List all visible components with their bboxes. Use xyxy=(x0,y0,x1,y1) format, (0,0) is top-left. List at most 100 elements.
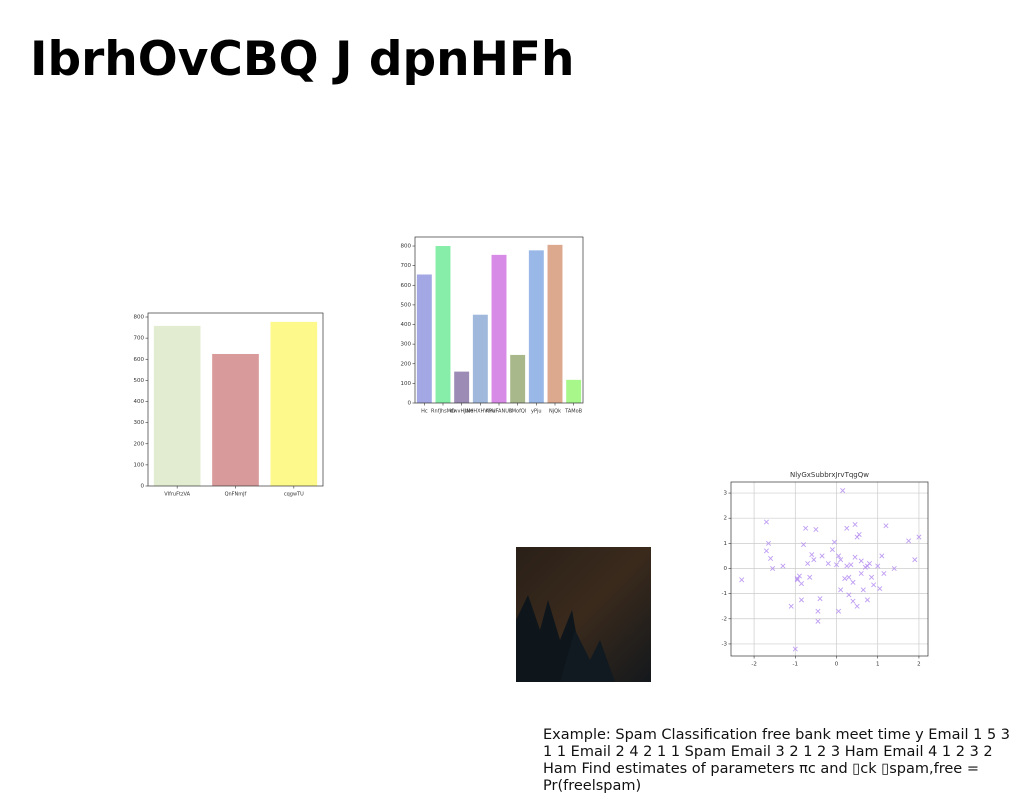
point xyxy=(780,563,786,569)
x-tick-label: NjQk xyxy=(549,409,561,415)
point xyxy=(879,553,885,559)
point xyxy=(813,527,819,533)
x-tick-label: QnFNmJf xyxy=(225,492,247,498)
point xyxy=(815,618,821,624)
x-tick-label: dwvHJaM xyxy=(450,409,473,415)
x-tick-label: KPUFANUR xyxy=(486,409,513,415)
point xyxy=(836,608,842,614)
slide-title: IbrhOvCBQ J dpnHFh xyxy=(30,32,575,87)
bar xyxy=(454,371,470,403)
y-tick-label: 100 xyxy=(134,462,145,468)
y-tick-label: 800 xyxy=(134,315,145,321)
point xyxy=(792,646,798,652)
x-tick-label: 2 xyxy=(917,662,921,668)
y-tick-label: 400 xyxy=(134,399,145,405)
point xyxy=(852,554,858,560)
point xyxy=(805,560,811,566)
y-tick-label: 1 xyxy=(724,541,728,547)
y-tick-label: -3 xyxy=(722,641,728,647)
x-tick-label: 1 xyxy=(876,662,880,668)
bar xyxy=(528,250,544,403)
x-tick-label: -1 xyxy=(793,662,798,668)
bar xyxy=(547,244,563,403)
y-tick-label: 300 xyxy=(401,342,412,348)
bar xyxy=(566,379,582,403)
bar xyxy=(491,254,507,403)
point xyxy=(848,562,854,568)
y-tick-label: 0 xyxy=(724,566,728,572)
plot-frame xyxy=(147,312,324,487)
x-tick-label: RnfJhsMO xyxy=(431,409,455,415)
y-tick-label: 2 xyxy=(724,516,728,522)
x-tick-label: Hc xyxy=(421,409,428,415)
point xyxy=(856,532,862,538)
bar xyxy=(472,314,488,403)
x-tick-label: TAMoB xyxy=(564,409,582,415)
y-tick-label: 800 xyxy=(401,244,412,250)
point xyxy=(798,597,804,603)
point xyxy=(906,538,912,544)
point xyxy=(840,488,846,494)
point xyxy=(846,574,852,580)
point xyxy=(838,587,844,593)
bar xyxy=(212,353,259,486)
point xyxy=(763,519,769,525)
y-tick-label: 0 xyxy=(408,401,412,407)
point xyxy=(891,565,897,572)
point xyxy=(817,596,823,602)
point xyxy=(864,563,870,569)
point xyxy=(807,574,813,580)
x-tick-label: cqgwTU xyxy=(284,492,304,498)
body-text: Example: Spam Classification free bank m… xyxy=(543,727,1011,794)
point xyxy=(871,582,877,588)
x-tick-label: VIfruFtzVA xyxy=(164,492,190,498)
y-tick-label: -2 xyxy=(722,616,727,622)
point xyxy=(831,539,837,545)
point xyxy=(854,603,860,609)
y-tick-label: 100 xyxy=(401,381,412,387)
point xyxy=(844,563,850,569)
y-tick-label: 500 xyxy=(134,378,145,384)
y-tick-label: 300 xyxy=(134,420,145,426)
point xyxy=(794,577,800,583)
point xyxy=(815,608,821,614)
point xyxy=(838,557,844,563)
point xyxy=(825,560,831,566)
y-tick-label: 200 xyxy=(134,441,145,447)
point xyxy=(801,542,807,548)
plot-frame xyxy=(730,481,929,657)
x-tick-label: 0 xyxy=(835,662,839,668)
point xyxy=(860,587,866,593)
bar xyxy=(435,246,451,403)
point xyxy=(844,525,850,531)
point xyxy=(912,557,918,563)
y-tick-label: 600 xyxy=(134,357,145,363)
bar xyxy=(153,325,201,486)
point xyxy=(796,573,802,579)
point xyxy=(739,577,745,583)
point xyxy=(846,592,852,598)
point xyxy=(875,563,881,569)
plot-frame xyxy=(414,236,584,404)
point xyxy=(852,521,858,528)
x-tick-label: lNeHXHVmx xyxy=(465,409,495,415)
point xyxy=(883,523,889,529)
x-tick-label: -2 xyxy=(751,662,756,668)
point xyxy=(763,548,769,554)
y-tick-label: 3 xyxy=(724,491,728,497)
point xyxy=(819,553,825,559)
x-tick-label: sMofQl xyxy=(509,409,526,415)
point xyxy=(765,540,772,546)
point xyxy=(798,581,804,587)
point xyxy=(809,552,815,558)
chart-title: NlyGxSubbrxJrvTqgQw xyxy=(790,471,869,479)
bar xyxy=(510,354,526,403)
point xyxy=(877,586,883,592)
y-tick-label: 500 xyxy=(401,302,412,308)
point xyxy=(770,565,776,572)
point xyxy=(881,571,887,577)
point xyxy=(858,558,864,564)
y-tick-label: 400 xyxy=(401,322,412,328)
y-tick-label: 700 xyxy=(401,263,412,269)
